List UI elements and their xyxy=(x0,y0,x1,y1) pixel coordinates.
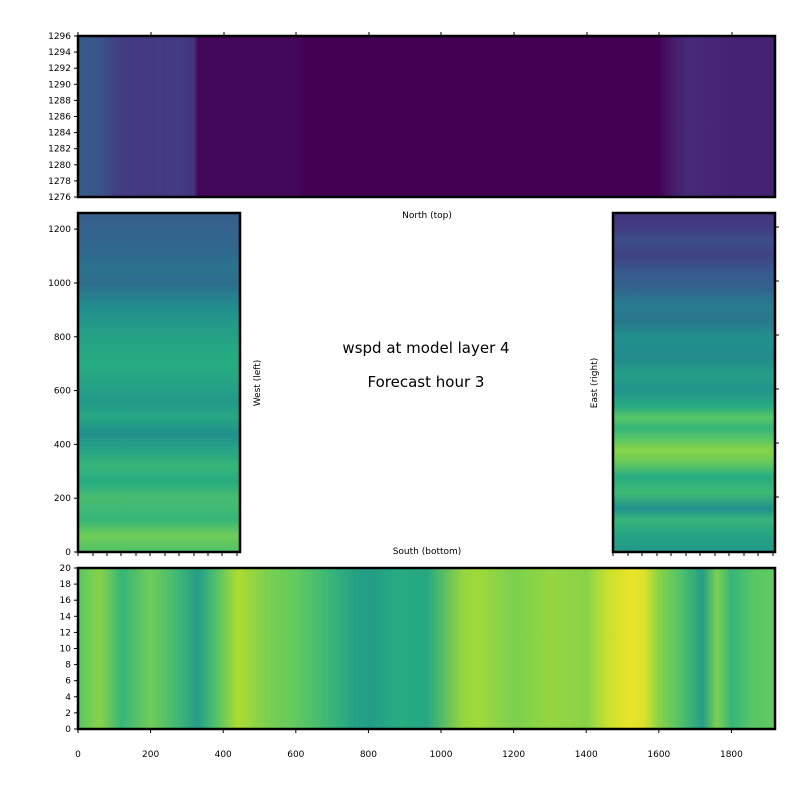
ytick-label-north: 1294 xyxy=(48,48,71,58)
ytick-label-south: 8 xyxy=(65,661,71,671)
ytick-label-west: 1200 xyxy=(48,225,71,235)
ytick-label-south: 10 xyxy=(60,645,72,655)
chart-title-line1: wspd at model layer 4 xyxy=(342,339,509,357)
ytick-label-north: 1288 xyxy=(48,96,71,106)
ytick-label-south: 12 xyxy=(60,628,71,638)
xtick-label-south: 1200 xyxy=(502,750,525,760)
ytick-label-north: 1276 xyxy=(48,193,71,203)
heatmap-panel-south xyxy=(76,566,777,731)
ytick-label-south: 4 xyxy=(65,693,71,703)
panel-label-east: East (right) xyxy=(590,358,600,408)
xtick-label-south: 1000 xyxy=(430,750,453,760)
ytick-label-west: 1000 xyxy=(48,279,71,289)
ytick-label-west: 200 xyxy=(54,494,71,504)
ytick-label-west: 800 xyxy=(54,333,71,343)
heatmap-panel-north xyxy=(76,34,777,199)
ytick-label-south: 14 xyxy=(60,612,72,622)
xtick-label-south: 1800 xyxy=(720,750,743,760)
ytick-label-north: 1284 xyxy=(48,129,71,139)
heatmap-panel-west xyxy=(76,211,242,554)
xtick-label-south: 1600 xyxy=(647,750,670,760)
panel-label-west: West (left) xyxy=(253,360,263,407)
ytick-label-north: 1280 xyxy=(48,161,71,171)
heatmap-panel-east xyxy=(611,211,777,554)
xtick-label-south: 800 xyxy=(360,750,377,760)
ytick-label-north: 1292 xyxy=(48,64,71,74)
ytick-label-south: 6 xyxy=(65,677,71,687)
ytick-label-north: 1286 xyxy=(48,113,71,123)
xtick-label-south: 200 xyxy=(142,750,159,760)
ytick-label-south: 0 xyxy=(65,725,71,735)
panel-label-south: South (bottom) xyxy=(393,547,462,557)
ytick-label-west: 0 xyxy=(65,548,71,558)
ytick-label-south: 16 xyxy=(60,596,72,606)
ytick-label-north: 1290 xyxy=(48,80,71,90)
ytick-label-north: 1278 xyxy=(48,177,71,187)
panel-label-north: North (top) xyxy=(402,211,452,221)
ytick-label-south: 18 xyxy=(60,580,72,590)
tick-layer: 1276127812801282128412861288129012921294… xyxy=(48,32,779,760)
ytick-label-north: 1296 xyxy=(48,32,71,42)
ytick-label-west: 600 xyxy=(54,387,71,397)
ytick-label-north: 1282 xyxy=(48,145,71,155)
ytick-label-south: 2 xyxy=(65,709,71,719)
panels xyxy=(76,34,777,731)
xtick-label-south: 400 xyxy=(215,750,232,760)
ytick-label-south: 20 xyxy=(60,564,72,574)
xtick-label-south: 0 xyxy=(75,750,81,760)
ytick-label-west: 400 xyxy=(54,440,71,450)
xtick-label-south: 1400 xyxy=(575,750,598,760)
xtick-label-south: 600 xyxy=(287,750,304,760)
chart-title-line2: Forecast hour 3 xyxy=(368,373,485,391)
